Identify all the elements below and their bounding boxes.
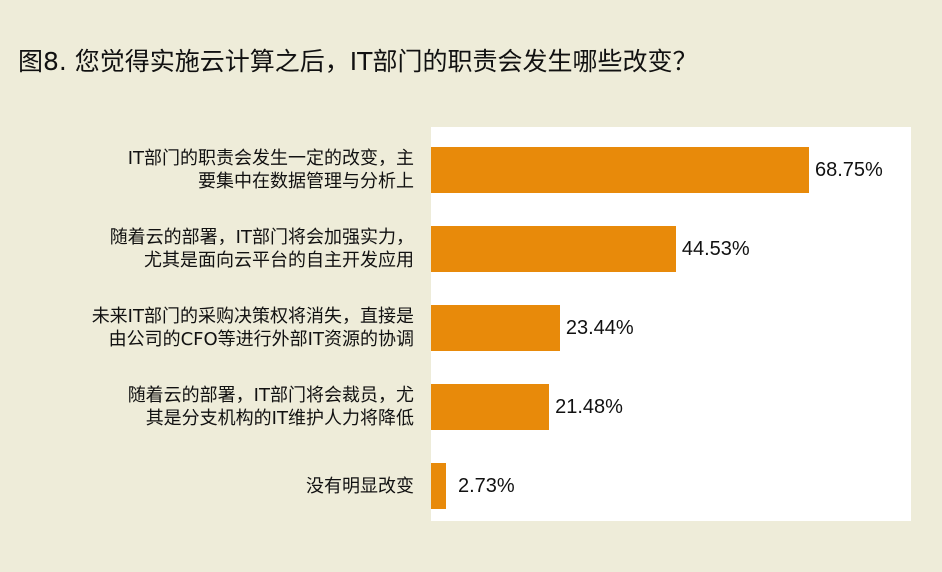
- data-label: 23.44%: [565, 317, 634, 339]
- category-label: 随着云的部署，IT部门将会加强实力， 尤其是面向云平台的自主开发应用: [109, 227, 414, 271]
- bar: [431, 463, 446, 509]
- bar: [431, 147, 809, 193]
- bar: [431, 305, 560, 351]
- data-label: 2.73%: [458, 475, 515, 497]
- data-label: 68.75%: [815, 159, 883, 181]
- chart-title: 图8. 您觉得实施云计算之后，IT部门的职责会发生哪些改变？: [18, 47, 698, 76]
- data-label: 21.48%: [555, 396, 623, 418]
- category-label: 随着云的部署，IT部门将会裁员，尤 其是分支机构的IT维护人力将降低: [127, 385, 414, 429]
- bar: [431, 226, 676, 272]
- category-label: IT部门的职责会发生一定的改变，主 要集中在数据管理与分析上: [127, 148, 414, 192]
- bar: [431, 384, 550, 430]
- data-label: 44.53%: [681, 238, 750, 260]
- category-label: 未来IT部门的采购决策权将消失，直接是 由公司的CFO等进行外部IT资源的协调: [91, 306, 414, 350]
- category-label: 没有明显改变: [306, 475, 414, 497]
